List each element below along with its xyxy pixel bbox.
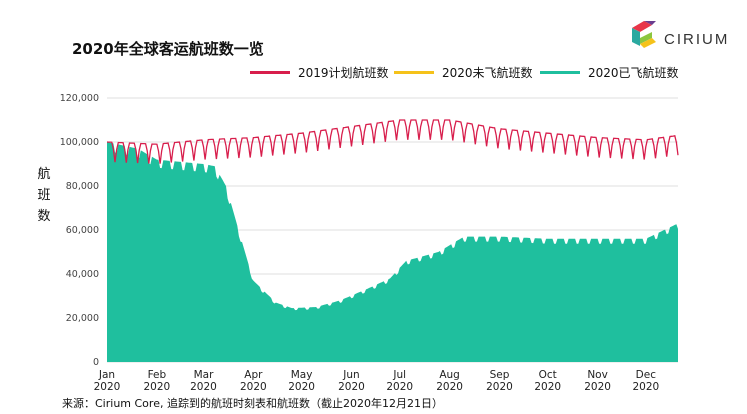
x-tick-label: Mar	[194, 369, 214, 381]
x-tick-label: Oct	[539, 369, 557, 381]
legend-swatch-flown	[540, 71, 580, 74]
x-tick-year-label: 2020	[584, 381, 611, 393]
y-tick-label: 40,000	[66, 269, 99, 280]
y-tick-label: 20,000	[66, 313, 99, 324]
x-tick-year-label: 2020	[190, 381, 217, 393]
y-tick-label: 60,000	[66, 225, 99, 236]
cirium-logo-icon	[632, 21, 656, 48]
x-tick-label: Sep	[490, 369, 510, 381]
y-tick-label: 0	[93, 357, 99, 368]
x-tick-label: Jul	[392, 369, 406, 381]
x-tick-year-label: 2020	[486, 381, 513, 393]
legend-item-flown: 2020已飞航班数	[540, 64, 679, 81]
x-tick-label: Jan	[98, 369, 115, 381]
series-lines	[106, 119, 679, 164]
x-tick-label: Jun	[342, 369, 359, 381]
x-tick-label: Nov	[587, 369, 608, 381]
series-areas	[107, 142, 678, 362]
chart-title: 2020年全球客运航班数一览	[72, 40, 264, 58]
legend-label-flown: 2020已飞航班数	[588, 66, 679, 80]
legend-label-unflown: 2020未飞航班数	[442, 66, 533, 80]
x-tick-year-label: 2020	[240, 381, 267, 393]
x-tick-label: Feb	[148, 369, 167, 381]
cirium-logo-text: CIRIUM	[664, 31, 730, 48]
legend-item-unflown: 2020未飞航班数	[394, 64, 533, 81]
x-axis-ticks: Jan2020Feb2020Mar2020Apr2020May2020Jun20…	[94, 369, 660, 393]
x-tick-label: May	[291, 369, 313, 381]
x-tick-label: Apr	[244, 369, 263, 381]
y-tick-label: 80,000	[66, 181, 99, 192]
x-tick-year-label: 2020	[534, 381, 561, 393]
x-tick-year-label: 2020	[632, 381, 659, 393]
x-tick-label: Aug	[439, 369, 460, 381]
y-axis-label: 航班数	[37, 167, 51, 224]
legend-label-2019: 2019计划航班数	[298, 66, 389, 80]
legend-swatch-unflown	[394, 71, 434, 74]
legend-item-2019: 2019计划航班数	[250, 64, 389, 81]
x-tick-year-label: 2020	[94, 381, 121, 393]
cirium-logo	[630, 18, 742, 52]
series-line-0	[106, 119, 679, 164]
x-tick-year-label: 2020	[338, 381, 365, 393]
y-tick-label: 100,000	[60, 137, 99, 148]
series-area-2	[107, 142, 678, 362]
x-tick-label: Dec	[636, 369, 657, 381]
x-tick-year-label: 2020	[288, 381, 315, 393]
y-axis-ticks: 0 20,000 40,000 60,000 80,000 100,000 120,000	[60, 93, 99, 368]
legend-swatch-2019	[250, 71, 290, 74]
x-tick-year-label: 2020	[436, 381, 463, 393]
source-note: 来源：Cirium Core, 追踪到的航班时刻表和航班数（截止2020年12月…	[62, 397, 443, 410]
x-tick-year-label: 2020	[386, 381, 413, 393]
y-tick-label: 120,000	[60, 93, 99, 104]
x-tick-year-label: 2020	[143, 381, 170, 393]
